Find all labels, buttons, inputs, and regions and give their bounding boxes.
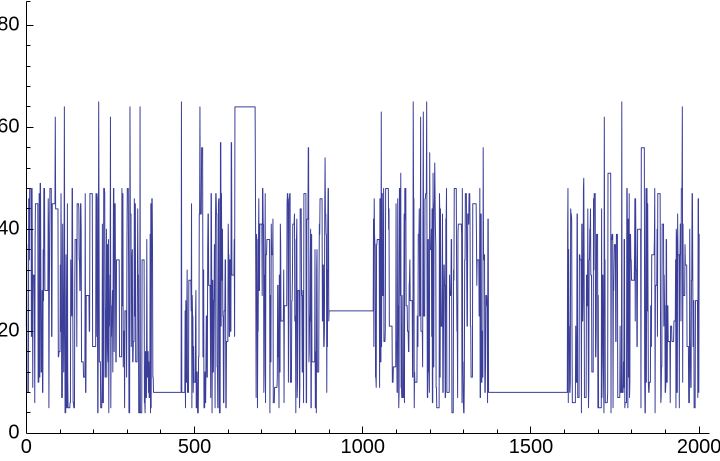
svg-text:0: 0: [21, 436, 32, 458]
svg-text:500: 500: [178, 436, 211, 458]
svg-text:1500: 1500: [509, 436, 554, 458]
svg-text:0: 0: [8, 421, 19, 443]
svg-text:2000: 2000: [677, 436, 720, 458]
svg-text:80: 80: [0, 14, 19, 36]
svg-text:1000: 1000: [341, 436, 386, 458]
svg-text:60: 60: [0, 116, 19, 138]
svg-text:20: 20: [0, 320, 19, 342]
svg-text:40: 40: [0, 218, 19, 240]
